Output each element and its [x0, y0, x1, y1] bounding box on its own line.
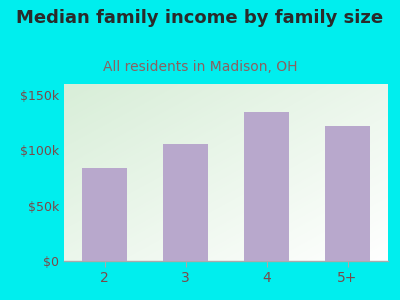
Text: Median family income by family size: Median family income by family size — [16, 9, 384, 27]
Bar — [325, 126, 370, 261]
Bar — [163, 144, 208, 261]
Text: All residents in Madison, OH: All residents in Madison, OH — [103, 60, 297, 74]
Bar — [244, 112, 289, 261]
Bar — [82, 168, 127, 261]
